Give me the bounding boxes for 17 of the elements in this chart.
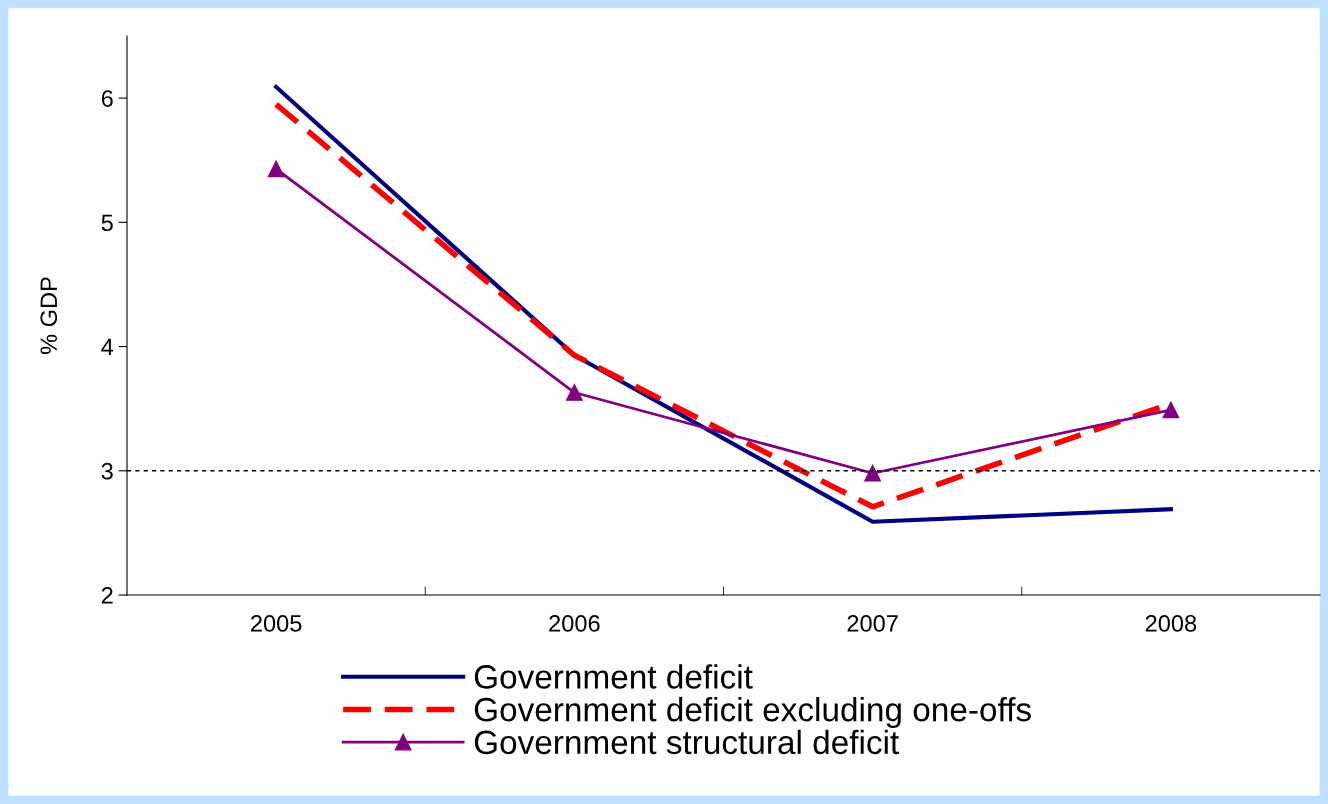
legend-label: Government deficit [474,664,753,689]
x-tick-label: 2006 [549,615,600,632]
y-tick-label: 5 [101,214,113,232]
y-axis-title: % GDP [40,277,58,355]
y-tick-label: 6 [101,90,113,107]
x-tick-label: 2008 [1145,615,1197,632]
x-tick-label: 2005 [251,615,302,632]
y-tick-label: 3 [101,462,113,480]
point [1162,401,1180,419]
point [267,160,285,178]
y-tick-label: 2 [101,587,113,604]
legend-label: Government deficit excluding one-offs [474,696,1031,729]
point [864,464,881,482]
point [566,384,583,401]
x-tick-label: 2007 [847,615,898,632]
legend-label: Government structural deficit [474,729,899,755]
y-tick-label: 4 [101,338,114,356]
